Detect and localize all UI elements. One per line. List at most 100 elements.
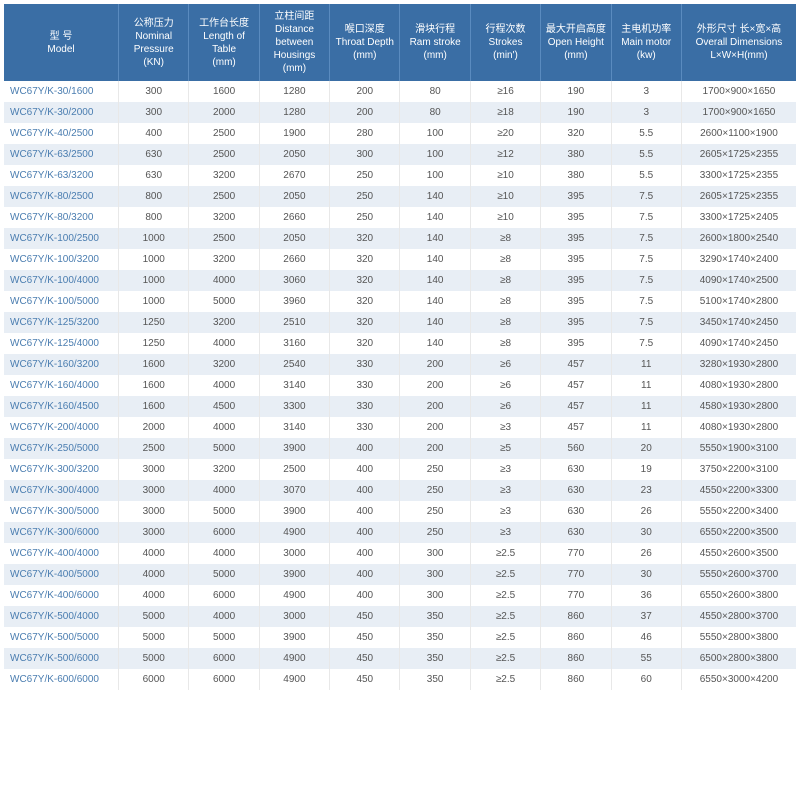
header-unit: (mm) — [402, 49, 467, 62]
data-cell: 860 — [541, 648, 611, 669]
data-cell: 5100×1740×2800 — [681, 291, 796, 312]
header-unit: (mm) — [191, 56, 256, 69]
data-cell: 1000 — [119, 228, 189, 249]
data-cell: 1000 — [119, 291, 189, 312]
model-cell: WC67Y/K-300/3200 — [4, 459, 119, 480]
data-cell: 450 — [330, 606, 400, 627]
header-zh: 外形尺寸 长×宽×高 — [684, 23, 794, 36]
data-cell: 2500 — [189, 186, 259, 207]
data-cell: 395 — [541, 291, 611, 312]
data-cell: 6500×2800×3800 — [681, 648, 796, 669]
header-unit: (mm) — [332, 49, 397, 62]
data-cell: 1700×900×1650 — [681, 102, 796, 123]
data-cell: 7.5 — [611, 186, 681, 207]
data-cell: 4900 — [259, 585, 329, 606]
data-cell: 140 — [400, 228, 470, 249]
data-cell: 4080×1930×2800 — [681, 417, 796, 438]
data-cell: 770 — [541, 543, 611, 564]
table-row: WC67Y/K-200/4000200040003140330200≥34571… — [4, 417, 796, 438]
data-cell: ≥8 — [470, 270, 540, 291]
data-cell: 5.5 — [611, 123, 681, 144]
header-unit: (KN) — [121, 56, 186, 69]
model-cell: WC67Y/K-200/4000 — [4, 417, 119, 438]
data-cell: 11 — [611, 375, 681, 396]
data-cell: 3200 — [189, 354, 259, 375]
col-header-pressure: 公称压力Nominal Pressure(KN) — [119, 4, 189, 81]
data-cell: 400 — [330, 522, 400, 543]
data-cell: 300 — [119, 102, 189, 123]
data-cell: 280 — [330, 123, 400, 144]
header-en: Length of Table — [191, 30, 256, 56]
data-cell: 60 — [611, 669, 681, 690]
data-cell: 4000 — [189, 417, 259, 438]
data-cell: 2000 — [189, 102, 259, 123]
header-en: Nominal Pressure — [121, 30, 186, 56]
data-cell: 2660 — [259, 249, 329, 270]
data-cell: 4580×1930×2800 — [681, 396, 796, 417]
data-cell: 330 — [330, 375, 400, 396]
data-cell: 5000 — [119, 606, 189, 627]
data-cell: 330 — [330, 354, 400, 375]
data-cell: 3000 — [259, 543, 329, 564]
data-cell: 30 — [611, 564, 681, 585]
data-cell: 4000 — [119, 543, 189, 564]
data-cell: 3200 — [189, 249, 259, 270]
data-cell: 380 — [541, 165, 611, 186]
data-cell: 5000 — [189, 291, 259, 312]
data-cell: 395 — [541, 249, 611, 270]
data-cell: 100 — [400, 123, 470, 144]
data-cell: 3 — [611, 102, 681, 123]
model-cell: WC67Y/K-63/3200 — [4, 165, 119, 186]
data-cell: 140 — [400, 249, 470, 270]
data-cell: 5550×2800×3800 — [681, 627, 796, 648]
table-row: WC67Y/K-300/4000300040003070400250≥36302… — [4, 480, 796, 501]
data-cell: 250 — [330, 165, 400, 186]
header-zh: 立柱间距 — [262, 10, 327, 23]
data-cell: 11 — [611, 417, 681, 438]
data-cell: 2050 — [259, 228, 329, 249]
model-cell: WC67Y/K-100/2500 — [4, 228, 119, 249]
data-cell: ≥20 — [470, 123, 540, 144]
data-cell: 2500 — [259, 459, 329, 480]
data-cell: 7.5 — [611, 207, 681, 228]
data-cell: 3200 — [189, 207, 259, 228]
model-cell: WC67Y/K-80/2500 — [4, 186, 119, 207]
model-cell: WC67Y/K-500/6000 — [4, 648, 119, 669]
data-cell: 7.5 — [611, 312, 681, 333]
table-row: WC67Y/K-160/4000160040003140330200≥64571… — [4, 375, 796, 396]
table-body: WC67Y/K-30/16003001600128020080≥16190317… — [4, 81, 796, 690]
data-cell: 5550×2200×3400 — [681, 501, 796, 522]
data-cell: 5000 — [119, 627, 189, 648]
header-unit: (min') — [473, 49, 538, 62]
model-cell: WC67Y/K-100/5000 — [4, 291, 119, 312]
data-cell: 4080×1930×2800 — [681, 375, 796, 396]
data-cell: ≥6 — [470, 396, 540, 417]
data-cell: 6000 — [119, 669, 189, 690]
data-cell: 36 — [611, 585, 681, 606]
data-cell: ≥10 — [470, 165, 540, 186]
data-cell: 560 — [541, 438, 611, 459]
table-row: WC67Y/K-80/320080032002660250140≥103957.… — [4, 207, 796, 228]
model-cell: WC67Y/K-500/4000 — [4, 606, 119, 627]
data-cell: 800 — [119, 207, 189, 228]
data-cell: 30 — [611, 522, 681, 543]
data-cell: 140 — [400, 270, 470, 291]
data-cell: 3060 — [259, 270, 329, 291]
model-cell: WC67Y/K-300/4000 — [4, 480, 119, 501]
data-cell: 4000 — [189, 375, 259, 396]
spec-table-container: 型 号Model公称压力Nominal Pressure(KN)工作台长度Len… — [0, 0, 800, 800]
data-cell: 3900 — [259, 501, 329, 522]
header-en: Distance between Housings — [262, 23, 327, 62]
data-cell: 300 — [330, 144, 400, 165]
model-cell: WC67Y/K-30/1600 — [4, 81, 119, 102]
header-unit: (mm) — [543, 49, 608, 62]
data-cell: 6550×2200×3500 — [681, 522, 796, 543]
data-cell: 80 — [400, 102, 470, 123]
data-cell: 80 — [400, 81, 470, 102]
data-cell: 7.5 — [611, 270, 681, 291]
header-zh: 型 号 — [6, 30, 116, 43]
data-cell: 300 — [400, 585, 470, 606]
data-cell: 250 — [330, 207, 400, 228]
data-cell: 140 — [400, 207, 470, 228]
model-cell: WC67Y/K-80/3200 — [4, 207, 119, 228]
